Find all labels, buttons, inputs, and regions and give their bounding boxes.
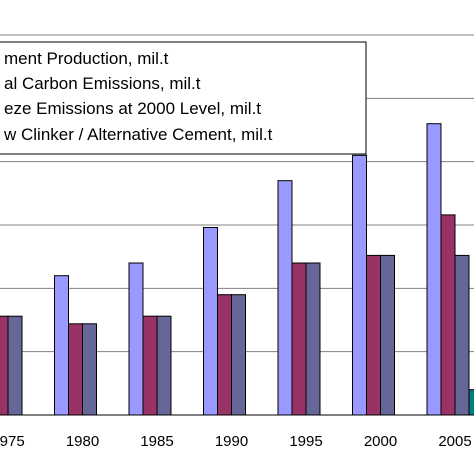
bar-series-3-1985: [156, 315, 172, 416]
legend-label-series-2: al Carbon Emissions, mil.t: [4, 74, 201, 93]
bar-series-1-1995: [277, 180, 293, 416]
legend-label-series-1: ment Production, mil.t: [4, 49, 169, 68]
bar-series-2-2005: [440, 214, 456, 416]
bar-series-2-1985: [142, 315, 158, 416]
bar-series-3-1980: [82, 323, 97, 416]
bar-series-3-1990: [231, 294, 246, 416]
bar-series-1-1985: [128, 262, 144, 416]
bar-series-1-2005: [426, 123, 442, 416]
bar-series-2-2000: [366, 254, 381, 416]
bar-series-1-1980: [54, 275, 69, 416]
bar-series-3-2000: [380, 254, 395, 416]
bar-series-1-1990: [203, 227, 218, 416]
x-tick-label-2000: 2000: [364, 433, 397, 450]
x-tick-labels: 1975 1980 1985 1990 1995 2000 2005: [0, 433, 472, 450]
bar-series-3-1995: [305, 262, 321, 416]
bar-series-2-1990: [217, 294, 232, 416]
bar-series-4-2005: [468, 389, 474, 416]
bars: [0, 123, 474, 416]
bar-series-2-1975: [0, 315, 9, 416]
legend: ment Production, mil.t al Carbon Emissio…: [0, 41, 367, 155]
legend-box: [0, 41, 367, 155]
x-tick-label-1995: 1995: [289, 433, 322, 450]
x-tick-label-2005: 2005: [438, 433, 471, 450]
bar-series-2-1995: [291, 262, 307, 416]
legend-label-series-4: w Clinker / Alternative Cement, mil.t: [3, 125, 273, 144]
x-tick-label-1980: 1980: [66, 433, 99, 450]
x-tick-label-1990: 1990: [215, 433, 248, 450]
bar-series-1-2000: [352, 154, 367, 416]
bar-series-3-1975: [7, 315, 23, 416]
bar-series-2-1980: [68, 323, 83, 416]
legend-label-series-3: eze Emissions at 2000 Level, mil.t: [4, 99, 261, 118]
bar-series-3-2005: [454, 254, 470, 416]
x-tick-label-1975: 1975: [0, 433, 25, 450]
x-tick-label-1985: 1985: [140, 433, 173, 450]
